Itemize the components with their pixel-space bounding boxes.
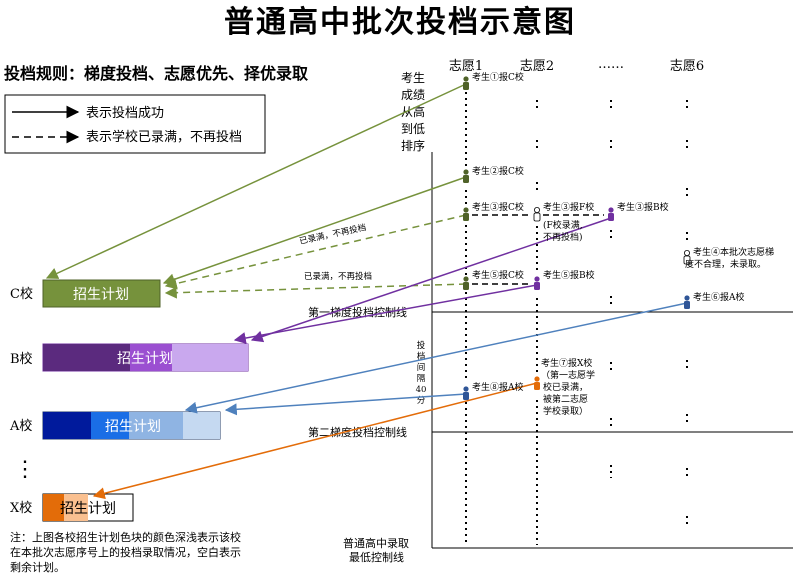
svg-text:隔: 隔 <box>417 374 426 384</box>
student-5-b-icon <box>534 276 540 290</box>
student-7-icon <box>534 376 540 390</box>
page-title: 普通高中批次投档示意图 <box>224 5 576 40</box>
student-7-label-5: 学校录取） <box>543 405 588 417</box>
svg-text:投: 投 <box>417 340 426 351</box>
student-4-label-2: 度不合理，未录取。 <box>685 258 766 270</box>
header-choice-6: 志愿6 <box>670 59 704 74</box>
svg-text:考生: 考生 <box>401 71 425 85</box>
rules-text: 投档规则：梯度投档、志愿优先、择优录取 <box>4 64 308 83</box>
school-c-label: C校 <box>10 286 33 302</box>
svg-text:招生计划: 招生计划 <box>117 351 173 367</box>
first-control-label: 第一梯度投档控制线 <box>308 305 407 319</box>
student-1-icon <box>463 76 469 90</box>
interval-label: 投 档 间 隔 40 分 <box>416 340 427 406</box>
school-x-label: X校 <box>10 500 32 516</box>
bottom-control-label-1: 普通高中录取 <box>343 536 409 550</box>
student-3c-label: 考生③报B校 <box>617 201 669 213</box>
b-plan-bar: 招生计划 <box>42 343 249 372</box>
student-5b-label: 考生⑤报B校 <box>543 269 595 281</box>
svg-text:档: 档 <box>417 351 426 362</box>
arrow-s8-to-a <box>224 393 467 416</box>
arrow-s3-to-b <box>250 217 612 343</box>
school-b-label: B校 <box>10 351 33 367</box>
svg-text:招生计划: 招生计划 <box>105 419 161 435</box>
note-line-1: 注：上图各校招生计划色块的颜色深浅表示该校 <box>10 530 241 544</box>
student-7-label-2: （第一志愿学 <box>541 369 595 381</box>
header-choice-2: 志愿2 <box>520 59 554 74</box>
arrow-s7-to-x <box>92 382 538 500</box>
svg-text:间: 间 <box>417 363 426 373</box>
student-6-label: 考生⑥报A校 <box>693 291 745 303</box>
student-5-icon <box>463 276 469 290</box>
student-3-icon <box>463 207 469 221</box>
legend: 表示投档成功 表示学校已录满，不再投档 <box>4 94 266 154</box>
school-a-label: A校 <box>9 418 32 434</box>
dotted-columns <box>465 92 688 545</box>
student-3a-label: 考生③报C校 <box>472 201 524 213</box>
arrow-s3-c-full <box>164 214 467 290</box>
a-plan-bar: 招生计划 <box>42 411 221 440</box>
header-ellipsis: …… <box>598 57 624 72</box>
student-3b-note-1: (F校录满, <box>543 219 583 231</box>
student-1-label: 考生①报C校 <box>472 71 524 83</box>
arrow-s5-to-b <box>233 284 538 344</box>
c-plan-bar: 招生计划 <box>42 279 161 308</box>
student-7-label-4: 被第二志愿 <box>543 393 588 405</box>
svg-text:分: 分 <box>417 396 426 406</box>
svg-text:从高: 从高 <box>401 104 425 119</box>
legend-solid-label: 表示投档成功 <box>86 105 164 121</box>
legend-dashed-label: 表示学校已录满，不再投档 <box>86 129 242 145</box>
student-3-b-icon <box>608 207 614 221</box>
arrow-s2-to-c <box>162 176 467 286</box>
note-line-2: 在本批次志愿序号上的投档录取情况，空白表示 <box>10 545 241 559</box>
student-8-icon <box>463 386 469 400</box>
svg-text:到低: 到低 <box>401 122 425 136</box>
student-5a-label: 考生⑤报C校 <box>472 269 524 281</box>
arrow-label-full-1: 已录满，不再投档 <box>298 222 367 247</box>
svg-text:招生计划: 招生计划 <box>60 501 116 517</box>
svg-text:招生计划: 招生计划 <box>73 287 129 303</box>
student-3-f-icon <box>533 206 541 222</box>
arrow-label-full-2: 已录满，不再投档 <box>304 271 372 282</box>
svg-text:成绩: 成绩 <box>401 88 425 102</box>
arrow-s5-c-full <box>164 283 467 299</box>
student-7-label-3: 校已录满， <box>543 381 588 393</box>
student-2-icon <box>463 169 469 183</box>
svg-text:排序: 排序 <box>401 138 425 153</box>
header-choice-1: 志愿1 <box>449 59 483 74</box>
bottom-control-label-2: 最低控制线 <box>349 550 404 564</box>
student-2-label: 考生②报C校 <box>472 165 524 177</box>
arrow-s6-to-a <box>184 302 688 414</box>
note-line-3: 剩余计划。 <box>10 560 65 574</box>
student-3b-note-2: 不再投档) <box>543 231 583 243</box>
svg-text:40: 40 <box>416 385 427 395</box>
score-axis-label: 考生 成绩 从高 到低 排序 <box>401 71 425 153</box>
school-more-dots: ⋮ <box>14 457 36 482</box>
student-3b-label: 考生③报F校 <box>543 201 594 213</box>
student-6-icon <box>684 295 690 309</box>
x-plan-bar: 招生计划 <box>42 493 134 522</box>
student-7-label-1: 考生⑦报X校 <box>541 357 592 369</box>
student-4-label-1: 考生④本批次志愿梯 <box>693 246 774 258</box>
arrow-s1-to-c <box>45 83 467 279</box>
student-8-label: 考生⑧报A校 <box>472 381 524 393</box>
